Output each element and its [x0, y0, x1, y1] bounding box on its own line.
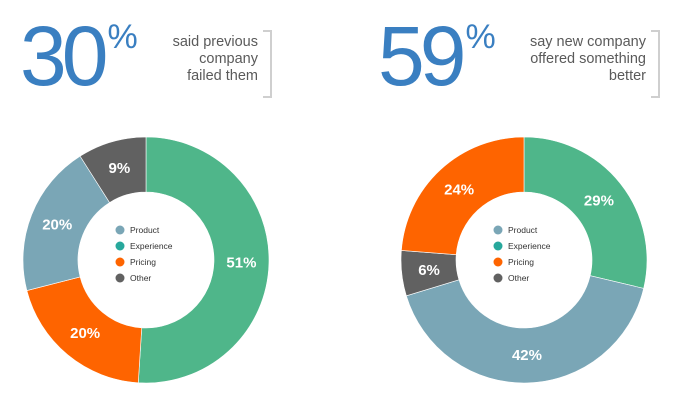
legend-label-product: Product — [508, 225, 538, 235]
donut-chart-new-company: 29% 42% 6% 24% Product Experience Pricing Other — [400, 136, 648, 384]
headline-value: 30 — [20, 9, 108, 103]
legend-swatch-other — [493, 273, 503, 283]
slice-value-label: 51% — [226, 254, 256, 271]
slice-value-label: 6% — [418, 262, 440, 279]
legend-swatch-other — [115, 273, 125, 283]
legend-swatch-experience — [493, 241, 503, 251]
slice-value-label: 20% — [70, 325, 100, 342]
legend-label-other: Other — [130, 273, 151, 283]
legend-swatch-pricing — [115, 257, 125, 267]
caption-line: said previous — [172, 34, 258, 50]
caption-line: offered something — [530, 51, 646, 67]
slice-value-label: 9% — [109, 160, 131, 177]
headline-unit: % — [465, 18, 496, 56]
donut-slice-product — [405, 275, 645, 384]
caption-bracket — [651, 30, 660, 98]
legend-label-experience: Experience — [130, 241, 173, 251]
legend-label-pricing: Pricing — [508, 257, 534, 267]
legend-swatch-product — [115, 225, 125, 235]
caption-line: failed them — [187, 68, 258, 84]
headline-stat: 59% — [378, 14, 496, 98]
slice-value-label: 24% — [444, 181, 474, 198]
donut-slice-other — [79, 136, 147, 203]
donut-chart-previous-company: 51% 20% 20% 9% Product Experience Pricing Other — [22, 136, 270, 384]
legend-label-experience: Experience — [508, 241, 551, 251]
donut-slice-experience — [523, 136, 648, 289]
legend-label-product: Product — [130, 225, 160, 235]
slice-value-label: 20% — [42, 216, 72, 233]
legend-swatch-experience — [115, 241, 125, 251]
chart-panel-new-company: 59% say new company offered something be… — [340, 0, 679, 400]
caption-line: say new company — [529, 34, 646, 50]
donut-slice-pricing — [401, 136, 525, 256]
headline-unit: % — [107, 18, 138, 56]
headline-value: 59 — [378, 9, 466, 103]
caption-line: company — [199, 51, 258, 67]
caption-line: better — [608, 68, 646, 84]
legend-swatch-pricing — [493, 257, 503, 267]
slice-value-label: 42% — [512, 347, 542, 364]
headline-stat: 30% — [20, 14, 138, 98]
legend-label-other: Other — [508, 273, 529, 283]
headline-caption: said previous company failed them — [173, 34, 258, 85]
slice-value-label: 29% — [584, 192, 614, 209]
caption-bracket — [263, 30, 272, 98]
legend-label-pricing: Pricing — [130, 257, 156, 267]
chart-panel-previous-company: 30% said previous company failed them 51… — [20, 14, 272, 384]
legend-swatch-product — [493, 225, 503, 235]
headline-caption: say new company offered something better — [530, 34, 646, 85]
